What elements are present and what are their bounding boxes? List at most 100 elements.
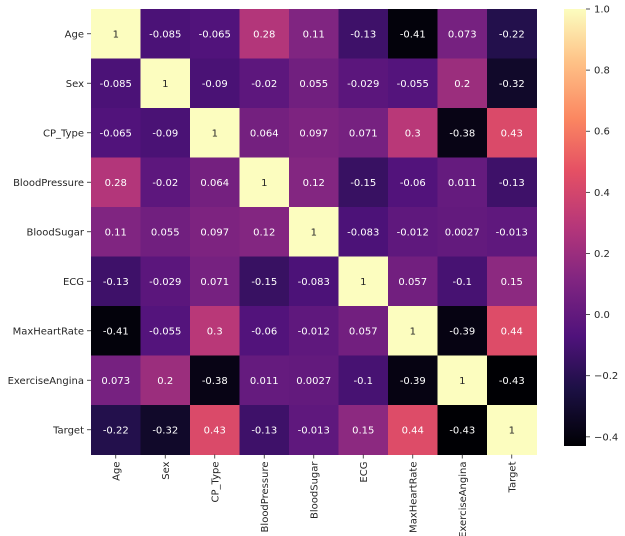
heatmap-cell-label-4-2: 0.097 — [200, 227, 229, 238]
colorbar: 1.0 0.8 0.6 0.4 0.2 0.0 −0.2 −0.4 — [564, 5, 618, 446]
x-axis-tick-labels: Age Sex CP_Type BloodPressure BloodSugar ECG M… — [111, 454, 518, 536]
heatmap-cell-7-2 — [190, 355, 240, 406]
heatmap-cell-label-0-4: 0.11 — [303, 29, 325, 40]
heatmap-cell-6-3 — [239, 306, 290, 356]
heatmap-cell-label-7-0: 0.073 — [101, 376, 130, 387]
heatmap-cell-2-5 — [338, 108, 389, 158]
heatmap-cell-4-6 — [388, 207, 438, 257]
heatmap-cell-5-4 — [289, 256, 339, 307]
heatmap-cell-3-4 — [289, 157, 339, 208]
x-tick-label-Sex: Sex — [161, 461, 172, 479]
colorbar-tick-label-6: −0.2 — [594, 371, 618, 382]
heatmap-cell-6-7 — [437, 306, 488, 356]
heatmap-cell-labels: 1 -0.085 -0.065 0.28 0.11 -0.13 -0.41 0.073 -0.2… — [100, 29, 528, 436]
heatmap-cell-3-3 — [239, 157, 290, 208]
heatmap-cell-label-5-4: -0.083 — [298, 277, 330, 288]
heatmap-cell-6-6 — [388, 306, 438, 356]
heatmap-cell-8-4 — [289, 405, 339, 455]
heatmap-cell-label-3-2: 0.064 — [200, 178, 229, 189]
heatmap-cell-5-5 — [338, 256, 389, 307]
heatmap-cell-4-3 — [239, 207, 290, 257]
colorbar-tick-label-2: 0.6 — [594, 127, 610, 138]
heatmap-cell-label-6-1: -0.055 — [149, 326, 181, 337]
heatmap-cell-0-2 — [190, 9, 240, 59]
heatmap-cell-label-2-8: 0.43 — [501, 128, 523, 139]
heatmap-cell-0-0 — [91, 9, 141, 59]
heatmap-cell-4-0 — [91, 207, 141, 257]
heatmap-cell-0-1 — [140, 9, 191, 59]
heatmap-cell-5-1 — [140, 256, 191, 307]
colorbar-gradient — [564, 9, 586, 446]
heatmap-cell-label-8-4: -0.013 — [298, 425, 330, 436]
y-tick-label-ECG: ECG — [63, 277, 84, 288]
y-tick-label-ExerciseAngina: ExerciseAngina — [8, 376, 84, 387]
heatmap-cell-0-7 — [437, 9, 488, 59]
heatmap-cell-label-4-0: 0.11 — [105, 227, 127, 238]
heatmap-cell-7-0 — [91, 355, 141, 406]
heatmap-cell-label-6-2: 0.3 — [207, 326, 223, 337]
y-tick-label-BloodPressure: BloodPressure — [13, 178, 84, 189]
heatmap-cell-label-7-4: 0.0027 — [296, 376, 331, 387]
heatmap-cell-8-8 — [487, 405, 537, 455]
heatmap-cell-label-6-5: 0.057 — [349, 326, 378, 337]
heatmap-cell-label-4-3: 0.12 — [253, 227, 275, 238]
heatmap-cell-6-5 — [338, 306, 389, 356]
heatmap-cell-label-7-7: 1 — [459, 376, 465, 387]
heatmap-cell-label-8-0: -0.22 — [103, 425, 129, 436]
heatmap-cell-label-2-3: 0.064 — [250, 128, 279, 139]
y-tick-label-BloodSugar: BloodSugar — [27, 227, 85, 238]
heatmap-cell-label-7-1: 0.2 — [157, 376, 173, 387]
heatmap-cell-label-4-8: -0.013 — [496, 227, 528, 238]
heatmap-cell-label-1-1: 1 — [162, 79, 168, 90]
heatmap-cell-7-1 — [140, 355, 191, 406]
heatmap-cell-label-3-4: 0.12 — [303, 178, 325, 189]
heatmap-cell-3-8 — [487, 157, 537, 208]
heatmap-cell-3-7 — [437, 157, 488, 208]
heatmap-cell-3-5 — [338, 157, 389, 208]
heatmap-cell-4-1 — [140, 207, 191, 257]
heatmap-cell-5-2 — [190, 256, 240, 307]
heatmap-cell-2-2 — [190, 108, 240, 158]
heatmap-cell-label-2-5: 0.071 — [349, 128, 378, 139]
heatmap-cell-1-5 — [338, 58, 389, 109]
heatmap-cell-label-0-8: -0.22 — [499, 29, 525, 40]
colorbar-tick-label-0: 1.0 — [594, 5, 610, 16]
heatmap-cell-label-6-8: 0.44 — [501, 326, 523, 337]
heatmap-cell-label-8-5: 0.15 — [352, 425, 374, 436]
heatmap-cell-7-5 — [338, 355, 389, 406]
heatmap-cell-label-5-0: -0.13 — [103, 277, 129, 288]
x-tick-label-Age: Age — [111, 462, 122, 481]
heatmap-cell-label-6-6: 1 — [410, 326, 416, 337]
heatmap-cell-label-8-8: 1 — [509, 425, 515, 436]
heatmap-cell-8-1 — [140, 405, 191, 455]
heatmap-cell-label-0-1: -0.085 — [149, 29, 181, 40]
heatmap-cell-label-2-0: -0.065 — [100, 128, 132, 139]
heatmap-cell-7-8 — [487, 355, 537, 406]
heatmap-cell-2-3 — [239, 108, 290, 158]
heatmap-cell-2-8 — [487, 108, 537, 158]
x-tick-label-BloodSugar: BloodSugar — [309, 461, 320, 519]
heatmap-cell-1-8 — [487, 58, 537, 109]
heatmap-cell-6-2 — [190, 306, 240, 356]
heatmap-cell-label-4-5: -0.083 — [347, 227, 379, 238]
y-tick-label-Sex: Sex — [66, 79, 84, 90]
heatmap-cell-label-3-1: -0.02 — [152, 178, 178, 189]
heatmap-cell-7-3 — [239, 355, 290, 406]
heatmap-cell-3-6 — [388, 157, 438, 208]
heatmap-cells — [91, 9, 537, 455]
heatmap-cell-label-8-1: -0.32 — [152, 425, 178, 436]
heatmap-cell-1-2 — [190, 58, 240, 109]
heatmap-cell-6-1 — [140, 306, 191, 356]
heatmap-cell-6-8 — [487, 306, 537, 356]
heatmap-cell-label-4-1: 0.055 — [151, 227, 180, 238]
heatmap-cell-label-1-3: -0.02 — [251, 79, 277, 90]
y-tick-label-Age: Age — [65, 29, 84, 40]
x-tick-label-ExerciseAngina: ExerciseAngina — [458, 462, 469, 536]
heatmap-cell-label-1-6: -0.055 — [397, 79, 429, 90]
heatmap-cell-label-0-7: 0.073 — [448, 29, 477, 40]
heatmap-cell-label-5-5: 1 — [360, 277, 366, 288]
heatmap-cell-label-5-2: 0.071 — [200, 277, 229, 288]
y-axis-tick-labels: Age Sex CP_Type BloodPressure BloodSugar ECG M… — [8, 29, 91, 436]
heatmap-cell-0-8 — [487, 9, 537, 59]
heatmap-cell-label-2-4: 0.097 — [299, 128, 328, 139]
